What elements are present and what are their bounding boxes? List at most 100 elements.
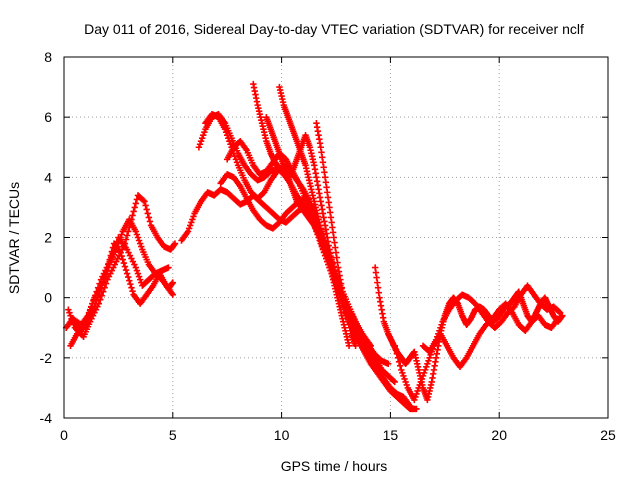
data-point bbox=[103, 267, 110, 275]
data-point bbox=[135, 273, 143, 280]
data-point bbox=[91, 303, 98, 310]
data-point bbox=[124, 228, 132, 235]
data-point bbox=[122, 236, 130, 243]
data-point bbox=[221, 126, 229, 133]
data-point bbox=[136, 276, 144, 283]
data-point bbox=[130, 208, 137, 215]
data-point bbox=[146, 218, 154, 225]
data-point bbox=[134, 270, 142, 277]
data-point bbox=[129, 287, 136, 295]
data-point bbox=[65, 306, 72, 313]
data-point bbox=[132, 228, 140, 235]
y-tick-label: -2 bbox=[40, 350, 53, 366]
data-point bbox=[122, 266, 130, 274]
data-point bbox=[123, 232, 131, 239]
data-point bbox=[118, 252, 125, 260]
data-point bbox=[425, 357, 432, 365]
data-point bbox=[95, 291, 103, 298]
data-point bbox=[92, 300, 99, 307]
data-point bbox=[197, 138, 205, 145]
data-point bbox=[400, 372, 407, 380]
data-point bbox=[106, 256, 113, 263]
axis-ticks: 0 5 10 15 20 25 -4 -2 0 2 4 6 8 bbox=[40, 49, 616, 443]
data-point bbox=[305, 204, 312, 211]
data-series bbox=[276, 83, 353, 349]
data-point bbox=[132, 264, 140, 271]
data-point bbox=[97, 285, 105, 292]
data-point bbox=[190, 213, 197, 220]
data-point bbox=[302, 195, 309, 202]
data-point bbox=[222, 129, 230, 136]
data-point bbox=[396, 362, 404, 370]
data-point bbox=[140, 197, 147, 204]
data-point bbox=[99, 278, 107, 285]
data-point bbox=[352, 342, 359, 349]
data-series bbox=[313, 119, 359, 349]
data-point bbox=[422, 366, 429, 374]
data-point bbox=[93, 297, 100, 304]
data-point bbox=[416, 381, 423, 389]
data-point bbox=[420, 369, 428, 377]
data-point bbox=[306, 207, 314, 214]
data-point bbox=[402, 378, 409, 386]
data-point bbox=[303, 198, 310, 205]
data-point bbox=[123, 270, 131, 277]
x-axis-label: GPS time / hours bbox=[281, 458, 388, 474]
data-point bbox=[393, 350, 401, 358]
data-point bbox=[376, 366, 383, 374]
data-point bbox=[307, 210, 315, 217]
data-point bbox=[185, 225, 193, 232]
data-point bbox=[224, 132, 231, 139]
data-point bbox=[413, 390, 420, 398]
data-point bbox=[136, 240, 144, 247]
data-point bbox=[133, 267, 141, 274]
data-point bbox=[126, 277, 133, 284]
x-tick-label: 20 bbox=[491, 427, 507, 443]
data-point bbox=[385, 360, 392, 368]
data-point bbox=[133, 231, 141, 238]
y-axis-label: SDTVAR / TECUs bbox=[6, 182, 22, 294]
data-point bbox=[196, 141, 204, 148]
data-point bbox=[200, 132, 207, 139]
x-tick-label: 5 bbox=[169, 427, 177, 443]
y-tick-label: 4 bbox=[44, 169, 52, 185]
x-tick-label: 10 bbox=[274, 427, 290, 443]
data-point bbox=[226, 138, 233, 145]
data-point bbox=[107, 252, 114, 259]
data-point bbox=[555, 308, 563, 315]
data-point bbox=[418, 375, 426, 383]
data-point bbox=[67, 312, 74, 319]
data-point bbox=[437, 324, 444, 331]
data-point bbox=[435, 330, 442, 337]
data-point bbox=[394, 354, 402, 362]
data-point bbox=[121, 263, 129, 270]
y-tick-label: -4 bbox=[40, 410, 53, 426]
data-point bbox=[195, 144, 203, 151]
data-point bbox=[118, 231, 125, 238]
data-point bbox=[419, 372, 427, 380]
x-tick-label: 15 bbox=[383, 427, 399, 443]
data-point bbox=[398, 366, 405, 374]
data-series bbox=[419, 282, 564, 356]
data-point bbox=[127, 220, 134, 227]
data-point bbox=[101, 274, 108, 282]
data-point bbox=[145, 214, 153, 221]
data-point bbox=[104, 264, 111, 271]
data-point bbox=[401, 375, 408, 383]
data-point bbox=[436, 327, 443, 334]
data-point bbox=[96, 288, 104, 295]
data-point bbox=[171, 240, 179, 247]
data-point bbox=[120, 259, 128, 267]
data-point bbox=[395, 358, 403, 366]
data-point bbox=[141, 198, 148, 205]
data-point bbox=[187, 222, 194, 229]
data-series bbox=[71, 240, 176, 334]
data-point bbox=[417, 378, 425, 386]
data-point bbox=[144, 210, 151, 217]
data-point bbox=[127, 280, 134, 288]
data-point bbox=[411, 396, 418, 404]
data-point bbox=[119, 256, 126, 263]
data-point bbox=[554, 315, 562, 322]
